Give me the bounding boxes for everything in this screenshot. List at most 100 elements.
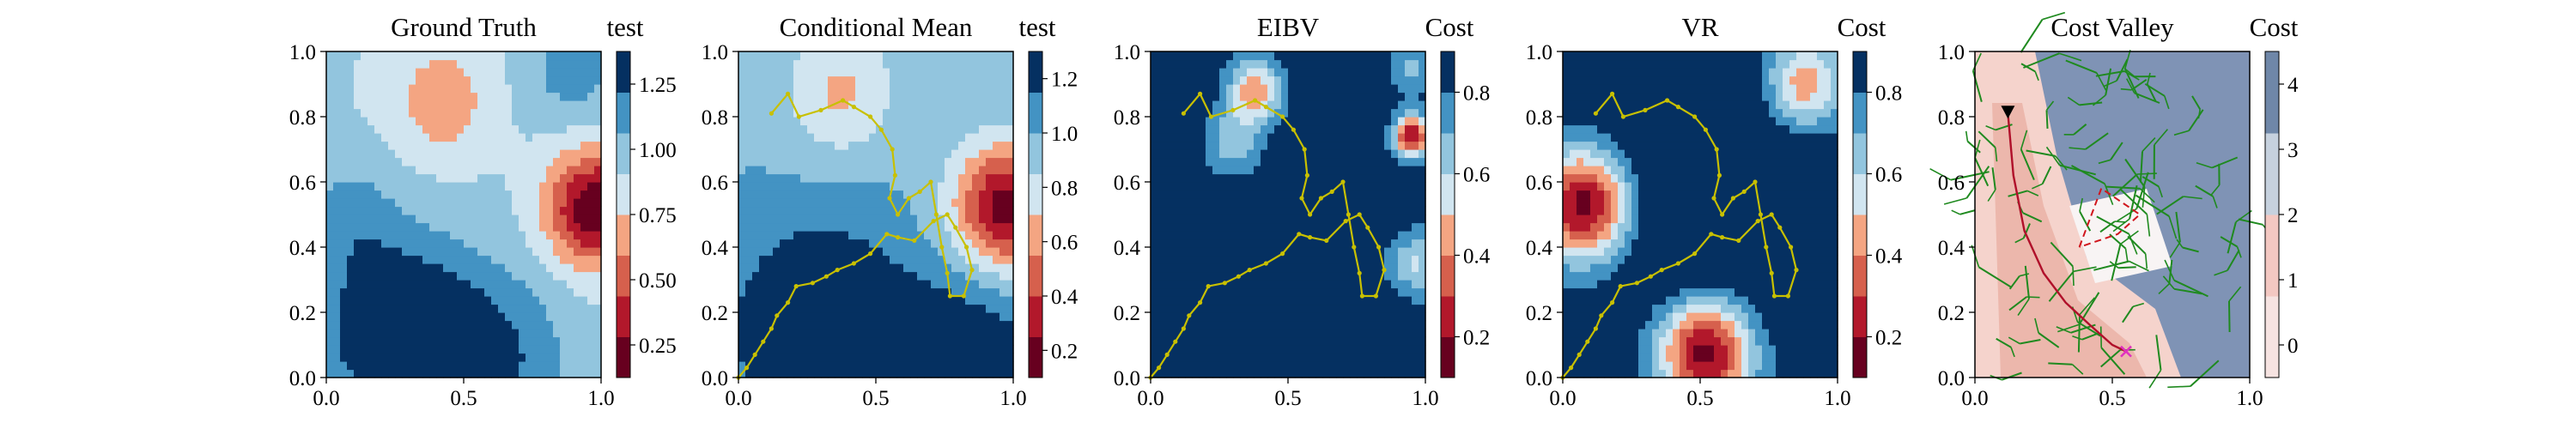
heatmap-cell <box>1370 149 1378 159</box>
heatmap-cell <box>409 173 416 183</box>
heatmap-cell <box>1226 173 1234 183</box>
heatmap-cell <box>532 247 540 257</box>
heatmap-cell <box>848 353 856 362</box>
heatmap-cell <box>1178 280 1186 289</box>
heatmap-cell <box>422 287 430 297</box>
heatmap-cell <box>471 117 478 126</box>
heatmap-cell <box>560 149 568 159</box>
heatmap-cell <box>1274 247 1282 257</box>
trajectory-point <box>933 212 939 217</box>
heatmap-cell <box>560 255 568 264</box>
heatmap-cell <box>1240 76 1248 85</box>
trajectory-point <box>823 274 829 279</box>
heatmap-cell <box>800 231 808 240</box>
heatmap-cell <box>505 329 513 338</box>
heatmap-cell <box>780 369 787 378</box>
heatmap-cell <box>539 117 547 126</box>
heatmap-cell <box>807 329 815 338</box>
heatmap-cell <box>931 133 939 142</box>
heatmap-cell <box>752 190 760 199</box>
heatmap-cell <box>807 51 815 61</box>
heatmap-cell <box>869 263 877 273</box>
heatmap-cell <box>1281 239 1289 248</box>
heatmap-cell <box>326 222 334 232</box>
heatmap-cell <box>896 255 904 264</box>
heatmap-cell <box>1405 214 1413 224</box>
heatmap-cell <box>1343 263 1351 273</box>
heatmap-cell <box>1171 173 1179 183</box>
heatmap-cell <box>505 304 513 313</box>
heatmap-cell <box>546 190 554 199</box>
heatmap-cell <box>1405 239 1413 248</box>
heatmap-cell <box>738 255 746 264</box>
heatmap-cell <box>553 214 561 224</box>
heatmap-cell <box>587 157 595 166</box>
heatmap-cell <box>450 329 458 338</box>
heatmap-cell <box>1240 173 1248 183</box>
heatmap-cell <box>1206 84 1213 94</box>
heatmap-cell <box>1364 239 1371 248</box>
heatmap-cell <box>347 239 355 248</box>
heatmap-cell <box>855 336 863 346</box>
heatmap-cell <box>917 287 925 297</box>
heatmap-cell <box>1370 361 1378 371</box>
heatmap-cell <box>821 198 829 208</box>
heatmap-cell <box>532 263 540 273</box>
heatmap-cell <box>512 345 519 354</box>
heatmap-cell <box>1419 59 1426 69</box>
heatmap-cell <box>491 84 499 94</box>
heatmap-cell <box>1343 320 1351 329</box>
heatmap-cell <box>477 329 485 338</box>
heatmap-cell <box>1157 141 1165 150</box>
heatmap-cell <box>848 287 856 297</box>
heatmap-cell <box>835 108 842 118</box>
heatmap-cell <box>1206 157 1213 166</box>
heatmap-cell <box>965 206 973 215</box>
heatmap-cell <box>938 141 945 150</box>
heatmap-cell <box>1288 108 1296 118</box>
heatmap-cell <box>828 361 835 371</box>
heatmap-cell <box>1377 149 1385 159</box>
heatmap-cell <box>1412 255 1419 264</box>
heatmap-cell <box>986 206 993 215</box>
trajectory-point <box>1280 251 1285 257</box>
heatmap-cell <box>965 117 973 126</box>
heatmap-cell <box>1370 92 1378 101</box>
heatmap-cell <box>876 320 884 329</box>
heatmap-cell <box>1315 141 1323 150</box>
heatmap-cell <box>546 336 554 346</box>
heatmap-cell <box>1185 182 1193 191</box>
heatmap-cell <box>429 336 437 346</box>
trajectory-point <box>917 189 922 194</box>
heatmap-cell <box>1384 108 1392 118</box>
heatmap-cell <box>409 68 416 77</box>
heatmap-cell <box>1302 280 1309 289</box>
heatmap-cell <box>1185 108 1193 118</box>
heatmap-cell <box>477 320 485 329</box>
heatmap-cell <box>553 51 561 61</box>
heatmap-cell <box>450 51 458 61</box>
heatmap-cell <box>1178 157 1186 166</box>
heatmap-cell <box>1315 157 1323 166</box>
heatmap-cell <box>965 173 973 183</box>
heatmap-cell <box>999 206 1007 215</box>
heatmap-cell <box>1267 361 1275 371</box>
heatmap-cell <box>999 361 1007 371</box>
heatmap-cell <box>855 59 863 69</box>
heatmap-cell <box>395 100 403 110</box>
heatmap-cell <box>1206 182 1213 191</box>
heatmap-cell <box>333 222 341 232</box>
heatmap-cell <box>869 59 877 69</box>
heatmap-cell <box>519 124 526 134</box>
heatmap-cell <box>1240 198 1248 208</box>
heatmap-cell <box>546 304 554 313</box>
heatmap-cell <box>890 336 897 346</box>
heatmap-cell <box>999 108 1007 118</box>
heatmap-cell <box>1419 141 1426 150</box>
heatmap-cell <box>814 222 822 232</box>
heatmap-cell <box>1350 231 1358 240</box>
heatmap-cell <box>1212 68 1220 77</box>
heatmap-cell <box>848 214 856 224</box>
heatmap-cell <box>1322 222 1330 232</box>
heatmap-cell <box>1233 222 1241 232</box>
